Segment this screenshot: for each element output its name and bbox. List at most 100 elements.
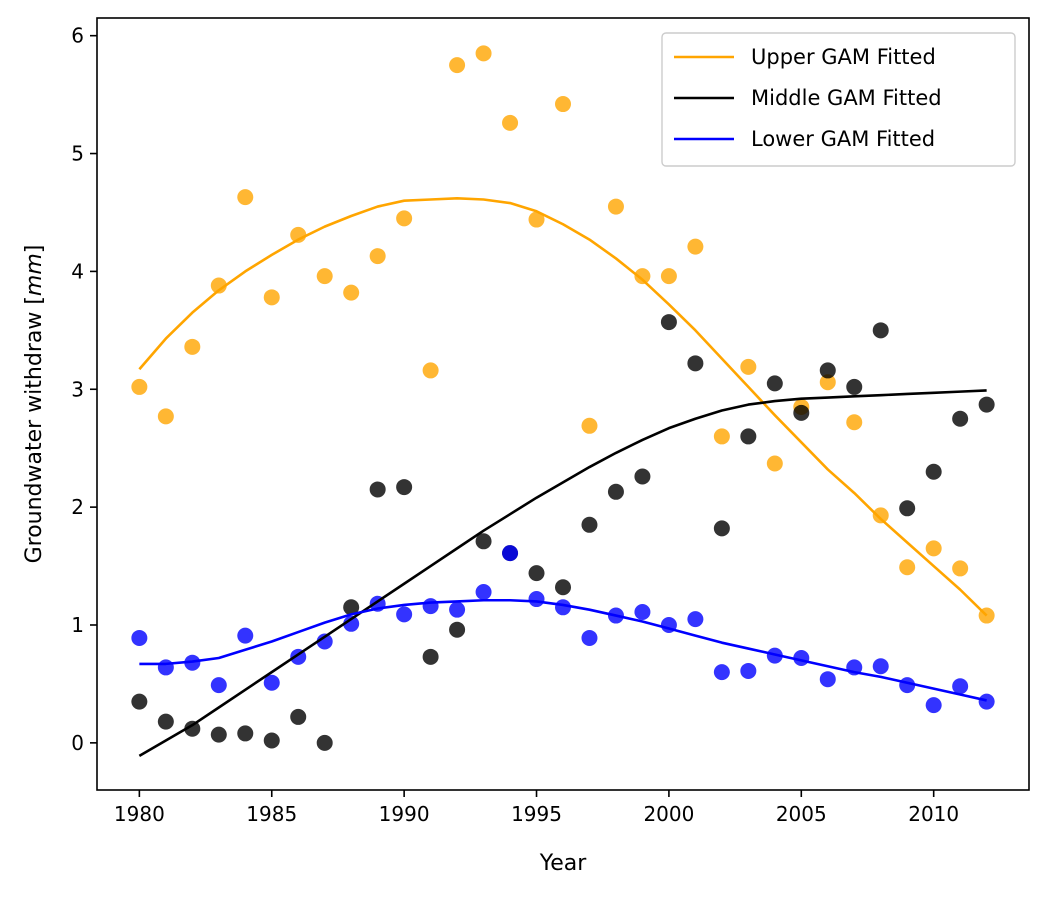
data-point-upper bbox=[740, 358, 757, 375]
data-point-middle bbox=[899, 500, 916, 517]
y-tick-label: 1 bbox=[71, 613, 84, 637]
data-point-lower bbox=[157, 659, 174, 676]
data-point-lower bbox=[713, 664, 730, 681]
y-axis-label-text: Groundwater withdraw [ bbox=[22, 296, 47, 563]
data-point-upper bbox=[237, 189, 254, 206]
data-point-lower bbox=[952, 678, 969, 695]
data-point-upper bbox=[475, 45, 492, 62]
y-tick-label: 3 bbox=[71, 377, 84, 401]
data-point-upper bbox=[766, 455, 783, 472]
data-point-middle bbox=[925, 463, 942, 480]
series-middle-points bbox=[131, 314, 995, 751]
x-tick-label: 2005 bbox=[776, 802, 827, 826]
data-point-upper bbox=[687, 238, 704, 255]
data-point-middle bbox=[263, 732, 280, 749]
data-point-upper bbox=[528, 211, 545, 228]
fit-line-lower bbox=[139, 598, 987, 702]
x-tick-label: 1995 bbox=[511, 802, 562, 826]
data-point-lower bbox=[131, 629, 148, 646]
data-point-lower bbox=[475, 583, 492, 600]
data-point-lower bbox=[210, 677, 227, 694]
y-tick-label: 6 bbox=[71, 24, 84, 48]
data-point-upper bbox=[872, 507, 889, 524]
data-point-lower bbox=[422, 598, 439, 615]
legend: Upper GAM Fitted Middle GAM Fitted Lower G… bbox=[661, 32, 1016, 167]
data-point-upper bbox=[131, 378, 148, 395]
data-point-middle bbox=[131, 693, 148, 710]
x-tick-label: 1985 bbox=[246, 802, 297, 826]
legend-box bbox=[661, 32, 1016, 167]
plot-layer bbox=[131, 45, 995, 757]
legend-label-middle: Middle GAM Fitted bbox=[751, 86, 942, 110]
data-point-upper bbox=[846, 414, 863, 431]
data-point-lower bbox=[316, 633, 333, 650]
data-point-middle bbox=[713, 520, 730, 537]
data-point-lower bbox=[978, 693, 995, 710]
data-point-middle bbox=[581, 516, 598, 533]
data-point-upper bbox=[502, 114, 519, 131]
data-point-lower bbox=[502, 545, 519, 562]
series-lower-points bbox=[131, 545, 995, 714]
data-point-upper bbox=[184, 338, 201, 355]
plot-frame bbox=[96, 17, 1030, 791]
axes-layer: 1980 1985 1990 1995 2000 2005 2010 0 1 2 3 4 5 6 bbox=[71, 17, 1030, 826]
data-point-middle bbox=[157, 713, 174, 730]
data-point-upper bbox=[660, 268, 677, 285]
data-point-middle bbox=[528, 565, 545, 582]
data-point-upper bbox=[157, 408, 174, 425]
data-point-middle bbox=[316, 734, 333, 751]
data-point-upper bbox=[607, 198, 624, 215]
data-point-lower bbox=[263, 674, 280, 691]
data-point-lower bbox=[634, 604, 651, 621]
data-point-middle bbox=[872, 322, 889, 339]
data-point-middle bbox=[475, 533, 492, 550]
data-point-upper bbox=[449, 57, 466, 74]
data-point-upper bbox=[422, 362, 439, 379]
data-point-upper bbox=[316, 268, 333, 285]
y-tick-label: 0 bbox=[71, 731, 84, 755]
data-point-upper bbox=[925, 540, 942, 557]
data-point-middle bbox=[660, 314, 677, 331]
data-point-middle bbox=[634, 468, 651, 485]
y-tick-label: 5 bbox=[71, 142, 84, 166]
data-point-middle bbox=[846, 378, 863, 395]
data-point-middle bbox=[607, 483, 624, 500]
data-point-upper bbox=[899, 559, 916, 576]
data-point-upper bbox=[343, 284, 360, 301]
data-point-upper bbox=[396, 210, 413, 227]
y-axis-label-unit: mm bbox=[22, 253, 47, 296]
data-point-middle bbox=[819, 362, 836, 379]
data-point-lower bbox=[237, 627, 254, 644]
y-axis-label: Groundwater withdraw [mm] bbox=[22, 245, 47, 564]
x-axis-label: Year bbox=[539, 851, 588, 876]
y-tick-label: 4 bbox=[71, 259, 84, 283]
data-point-upper bbox=[819, 374, 836, 391]
data-point-lower bbox=[396, 606, 413, 623]
data-point-lower bbox=[528, 591, 545, 608]
x-tick-label: 1980 bbox=[114, 802, 165, 826]
plot-content bbox=[131, 45, 995, 757]
data-point-middle bbox=[210, 726, 227, 743]
data-point-upper bbox=[210, 277, 227, 294]
x-tick-label: 2010 bbox=[908, 802, 959, 826]
data-point-middle bbox=[766, 375, 783, 392]
data-point-lower bbox=[449, 601, 466, 618]
data-point-lower bbox=[740, 662, 757, 679]
legend-label-upper: Upper GAM Fitted bbox=[751, 45, 936, 69]
fit-line-middle bbox=[138, 389, 987, 757]
y-tick-label: 2 bbox=[71, 495, 84, 519]
legend-label-lower: Lower GAM Fitted bbox=[751, 127, 935, 151]
data-point-lower bbox=[555, 599, 571, 616]
data-point-upper bbox=[634, 268, 651, 285]
data-point-middle bbox=[793, 404, 810, 421]
fit-line-upper bbox=[138, 197, 988, 617]
data-point-upper bbox=[555, 96, 571, 113]
x-tick-label: 2000 bbox=[643, 802, 694, 826]
data-point-middle bbox=[422, 648, 439, 665]
data-point-upper bbox=[263, 289, 280, 306]
data-point-upper bbox=[713, 428, 730, 445]
data-point-middle bbox=[237, 725, 254, 742]
data-point-middle bbox=[290, 708, 307, 725]
